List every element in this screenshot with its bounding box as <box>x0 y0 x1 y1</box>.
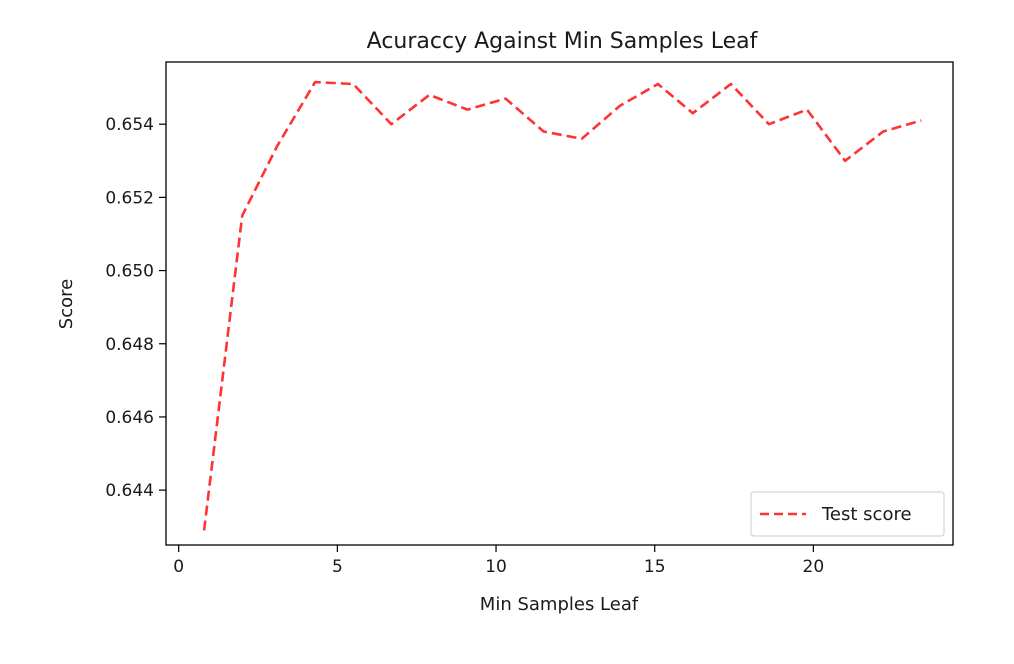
y-axis-ticks: 0.644 0.646 0.648 0.650 0.652 0.654 <box>105 115 166 501</box>
series-line-test-score <box>202 80 922 531</box>
x-axis-ticks: 0 5 10 15 20 <box>173 545 824 577</box>
y-tick-label: 0.648 <box>105 335 154 355</box>
x-tick-label: 10 <box>485 557 507 577</box>
chart-title: Acuraccy Against Min Samples Leaf <box>367 29 759 54</box>
x-tick-label: 5 <box>332 557 343 577</box>
y-tick-label: 0.650 <box>105 262 154 282</box>
series-group <box>202 80 922 531</box>
x-tick-label: 20 <box>803 557 825 577</box>
y-tick-label: 0.646 <box>105 408 154 428</box>
legend: Test score <box>750 491 945 537</box>
y-axis-label: Score <box>56 279 77 329</box>
plot-area-frame <box>165 61 954 546</box>
legend-label: Test score <box>821 504 912 525</box>
y-tick-label: 0.644 <box>105 481 154 501</box>
legend-box <box>750 491 945 537</box>
x-tick-label: 0 <box>173 557 184 577</box>
x-tick-label: 15 <box>644 557 666 577</box>
y-tick-label: 0.654 <box>105 115 154 135</box>
y-tick-label: 0.652 <box>105 188 154 208</box>
x-axis-label: Min Samples Leaf <box>480 594 639 615</box>
